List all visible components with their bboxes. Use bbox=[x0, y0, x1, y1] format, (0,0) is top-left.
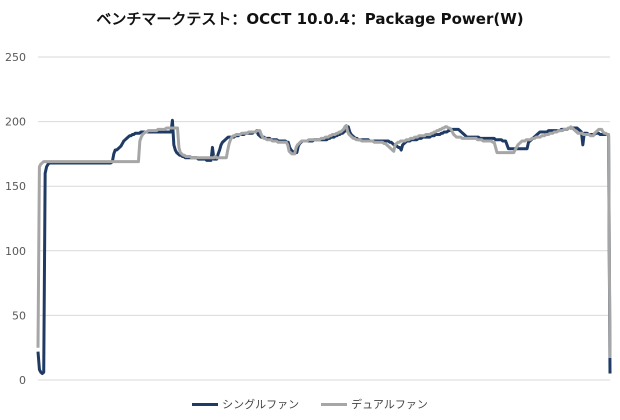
legend-swatch-series-1 bbox=[192, 402, 219, 406]
chart-title: ベンチマークテスト：OCCT 10.0.4：Package Power(W) bbox=[96, 10, 524, 28]
y-tick-label: 0 bbox=[19, 374, 26, 387]
y-tick-label: 250 bbox=[5, 51, 26, 64]
series-lines bbox=[36, 118, 612, 376]
y-tick-label: 150 bbox=[5, 180, 26, 193]
legend-label-series-2: デュアルファン bbox=[351, 398, 428, 411]
y-tick-label: 100 bbox=[5, 245, 26, 258]
legend: シングルファン デュアルファン bbox=[0, 396, 620, 412]
legend-swatch-series-2 bbox=[321, 402, 348, 406]
legend-item-series-1: シングルファン bbox=[192, 396, 299, 412]
legend-label-series-1: シングルファン bbox=[222, 398, 300, 411]
y-tick-label: 200 bbox=[5, 116, 26, 129]
series-line-1 bbox=[36, 118, 612, 376]
y-tick-label: 50 bbox=[12, 309, 26, 322]
legend-item-series-2: デュアルファン bbox=[321, 396, 428, 412]
y-axis: 0 50 100 150 200 250 bbox=[5, 51, 26, 387]
gridlines bbox=[38, 56, 610, 381]
series-line-2 bbox=[36, 123, 612, 359]
